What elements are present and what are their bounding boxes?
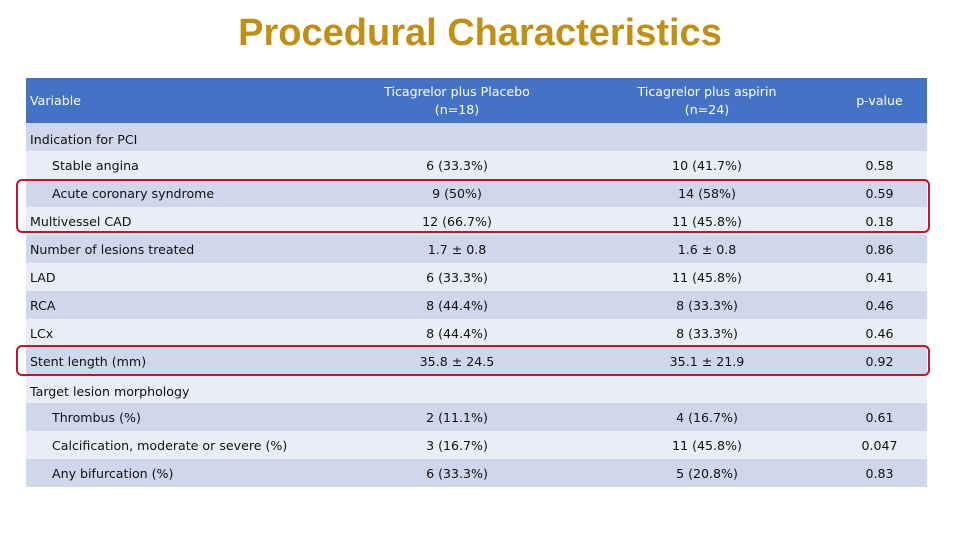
cell-p-value: 0.59 xyxy=(832,179,927,207)
cell-placebo: 6 (33.3%) xyxy=(332,151,582,179)
cell-placebo: 8 (44.4%) xyxy=(332,291,582,319)
table-row: RCA 8 (44.4%) 8 (33.3%) 0.46 xyxy=(26,291,927,319)
row-label: Any bifurcation (%) xyxy=(26,459,332,487)
row-label: LCx xyxy=(26,319,332,347)
table-row: Any bifurcation (%) 6 (33.3%) 5 (20.8%) … xyxy=(26,459,927,487)
cell-aspirin: 11 (45.8%) xyxy=(582,263,832,291)
cell-placebo: 12 (66.7%) xyxy=(332,207,582,235)
cell-p-value: 0.58 xyxy=(832,151,927,179)
table-row: Calcification, moderate or severe (%) 3 … xyxy=(26,431,927,459)
table-row: Thrombus (%) 2 (11.1%) 4 (16.7%) 0.61 xyxy=(26,403,927,431)
header-aspirin: Ticagrelor plus aspirin (n=24) xyxy=(582,78,832,123)
cell-aspirin: 4 (16.7%) xyxy=(582,403,832,431)
cell-aspirin: 14 (58%) xyxy=(582,179,832,207)
row-label: Stable angina xyxy=(26,151,332,179)
row-label: Multivessel CAD xyxy=(26,207,332,235)
cell-p-value: 0.92 xyxy=(832,347,927,375)
header-placebo: Ticagrelor plus Placebo (n=18) xyxy=(332,78,582,123)
cell-placebo xyxy=(332,123,582,151)
row-label: Indication for PCI xyxy=(26,123,332,151)
table-row: Multivessel CAD 12 (66.7%) 11 (45.8%) 0.… xyxy=(26,207,927,235)
cell-placebo: 3 (16.7%) xyxy=(332,431,582,459)
table-row: Number of lesions treated 1.7 ± 0.8 1.6 … xyxy=(26,235,927,263)
cell-aspirin: 10 (41.7%) xyxy=(582,151,832,179)
header-row: Variable Ticagrelor plus Placebo (n=18) T… xyxy=(26,78,927,123)
header-variable: Variable xyxy=(26,78,332,123)
table-row: Acute coronary syndrome 9 (50%) 14 (58%)… xyxy=(26,179,927,207)
row-label: Thrombus (%) xyxy=(26,403,332,431)
cell-aspirin: 11 (45.8%) xyxy=(582,431,832,459)
procedural-table: Variable Ticagrelor plus Placebo (n=18) T… xyxy=(26,78,927,487)
cell-p-value: 0.46 xyxy=(832,319,927,347)
cell-p-value xyxy=(832,375,927,403)
row-label: Number of lesions treated xyxy=(26,235,332,263)
cell-p-value: 0.86 xyxy=(832,235,927,263)
table-row: LAD 6 (33.3%) 11 (45.8%) 0.41 xyxy=(26,263,927,291)
row-label: LAD xyxy=(26,263,332,291)
slide-title: Procedural Characteristics xyxy=(238,12,722,54)
row-label: Target lesion morphology xyxy=(26,375,332,403)
table-row: Stable angina 6 (33.3%) 10 (41.7%) 0.58 xyxy=(26,151,927,179)
cell-p-value: 0.83 xyxy=(832,459,927,487)
row-label: RCA xyxy=(26,291,332,319)
table-row: Target lesion morphology xyxy=(26,375,927,403)
cell-placebo: 35.8 ± 24.5 xyxy=(332,347,582,375)
cell-aspirin: 8 (33.3%) xyxy=(582,291,832,319)
cell-p-value: 0.61 xyxy=(832,403,927,431)
cell-placebo xyxy=(332,375,582,403)
header-p-value: p-value xyxy=(832,78,927,123)
table-row: Indication for PCI xyxy=(26,123,927,151)
table-row: Stent length (mm) 35.8 ± 24.5 35.1 ± 21.… xyxy=(26,347,927,375)
cell-aspirin xyxy=(582,375,832,403)
row-label: Acute coronary syndrome xyxy=(26,179,332,207)
table-row: LCx 8 (44.4%) 8 (33.3%) 0.46 xyxy=(26,319,927,347)
cell-aspirin: 8 (33.3%) xyxy=(582,319,832,347)
cell-p-value: 0.41 xyxy=(832,263,927,291)
cell-aspirin: 5 (20.8%) xyxy=(582,459,832,487)
cell-p-value: 0.047 xyxy=(832,431,927,459)
cell-placebo: 9 (50%) xyxy=(332,179,582,207)
cell-aspirin: 11 (45.8%) xyxy=(582,207,832,235)
cell-aspirin: 1.6 ± 0.8 xyxy=(582,235,832,263)
row-label: Stent length (mm) xyxy=(26,347,332,375)
row-label: Calcification, moderate or severe (%) xyxy=(26,431,332,459)
cell-placebo: 1.7 ± 0.8 xyxy=(332,235,582,263)
cell-aspirin: 35.1 ± 21.9 xyxy=(582,347,832,375)
cell-p-value xyxy=(832,123,927,151)
cell-aspirin xyxy=(582,123,832,151)
cell-p-value: 0.18 xyxy=(832,207,927,235)
cell-placebo: 8 (44.4%) xyxy=(332,319,582,347)
cell-p-value: 0.46 xyxy=(832,291,927,319)
cell-placebo: 6 (33.3%) xyxy=(332,263,582,291)
cell-placebo: 2 (11.1%) xyxy=(332,403,582,431)
cell-placebo: 6 (33.3%) xyxy=(332,459,582,487)
